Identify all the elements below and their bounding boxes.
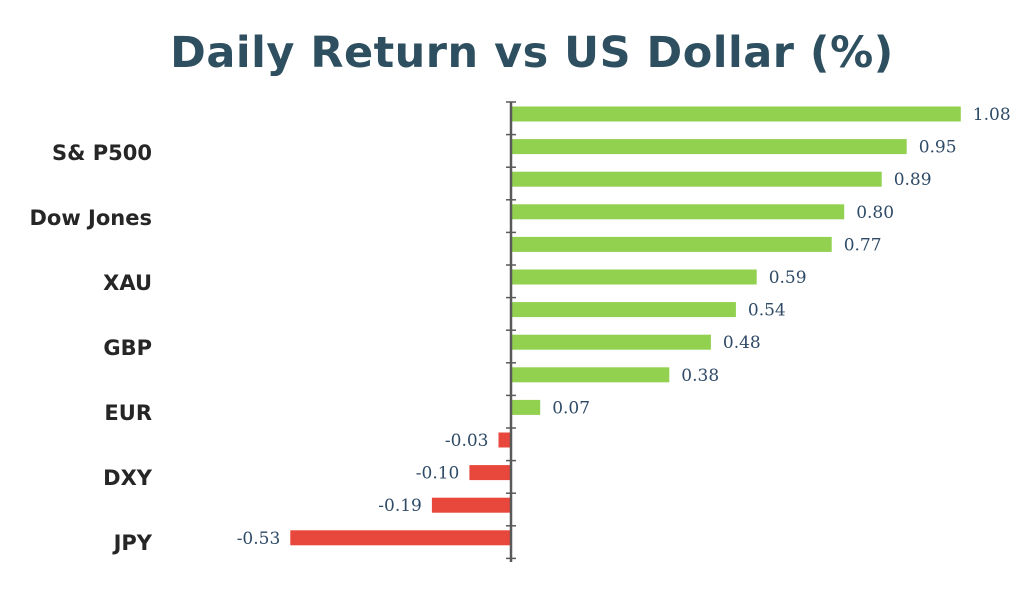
- data-label: 0.80: [856, 203, 894, 223]
- bar: [498, 432, 511, 448]
- data-label: -0.03: [445, 431, 489, 451]
- data-label: 0.07: [552, 398, 590, 418]
- bar: [511, 236, 832, 252]
- bar: [511, 139, 907, 155]
- bar: [290, 530, 511, 546]
- data-label: 0.54: [748, 301, 786, 321]
- category-label: S& P500: [52, 141, 152, 165]
- data-label: 1.08: [973, 105, 1011, 125]
- chart-title: Daily Return vs US Dollar (%): [170, 28, 894, 78]
- data-label: 0.38: [681, 366, 719, 386]
- bar: [511, 106, 961, 122]
- data-label: -0.53: [237, 529, 281, 549]
- category-label: EUR: [104, 401, 152, 425]
- bar: [511, 204, 845, 220]
- category-label: DXY: [103, 466, 153, 490]
- category-label: XAU: [103, 271, 152, 295]
- data-label: -0.19: [378, 496, 422, 516]
- data-label: 0.77: [844, 235, 882, 255]
- bar: [511, 269, 757, 285]
- bar: [511, 367, 670, 383]
- category-label: JPY: [112, 531, 153, 555]
- bar: [431, 497, 511, 513]
- bar: [511, 399, 541, 415]
- bar: [511, 334, 711, 350]
- data-label: 0.89: [894, 170, 932, 190]
- category-label: GBP: [103, 336, 152, 360]
- data-label: 0.95: [919, 138, 957, 158]
- category-label: Dow Jones: [29, 206, 152, 230]
- data-label: 0.48: [723, 333, 761, 353]
- bar: [511, 302, 736, 318]
- data-label: 0.59: [769, 268, 807, 288]
- data-label: -0.10: [416, 464, 460, 484]
- bar: [469, 465, 512, 481]
- corner-logo-fragment: [1016, 566, 1024, 580]
- bar: [511, 171, 882, 187]
